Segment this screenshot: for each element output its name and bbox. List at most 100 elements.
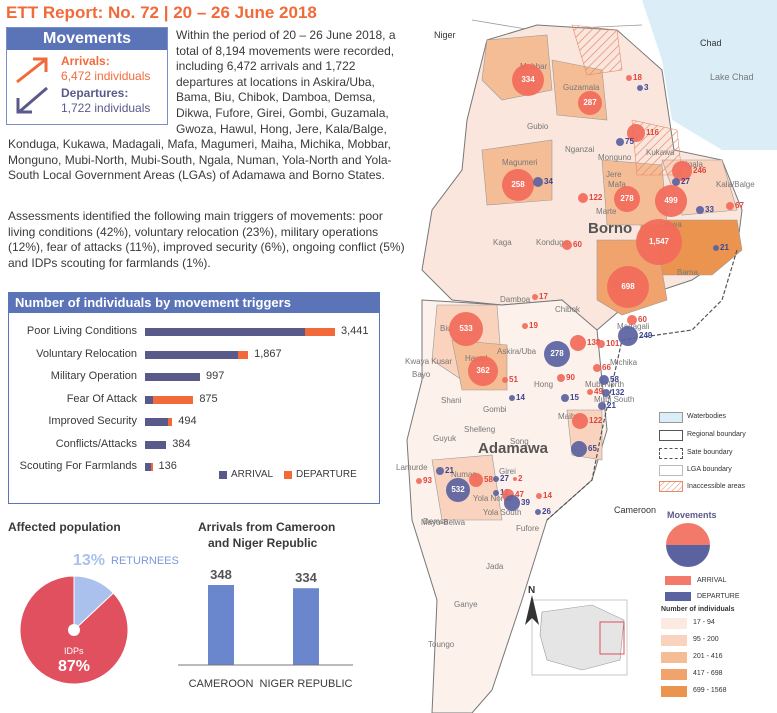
inset-nigeria-shape bbox=[539, 604, 625, 671]
legend-range-swatch bbox=[661, 635, 687, 646]
lga-label: Nganzai bbox=[565, 145, 595, 154]
flow-value: 26 bbox=[542, 507, 551, 516]
adamawa-label: Adamawa bbox=[478, 440, 549, 457]
departure-bubble bbox=[616, 138, 624, 146]
affected-population-pie bbox=[19, 575, 129, 685]
legend-arrival-label: ARRIVAL bbox=[231, 469, 274, 480]
departure-bubble bbox=[446, 478, 470, 502]
trigger-total: 875 bbox=[199, 392, 218, 405]
arrival-bubble bbox=[672, 161, 692, 181]
departures-label: Departures: bbox=[61, 86, 129, 100]
lga-label: Konduga bbox=[536, 238, 569, 247]
flow-value: 14 bbox=[516, 393, 525, 402]
flow-value: 2 bbox=[518, 474, 523, 483]
arrival-bubble bbox=[536, 493, 542, 499]
flow-value: 33 bbox=[705, 205, 714, 214]
trigger-bar-arrival bbox=[145, 440, 167, 449]
lake-chad-label: Lake Chad bbox=[710, 72, 754, 82]
ext-bar-value: 334 bbox=[295, 570, 317, 585]
flow-value: 21 bbox=[720, 243, 729, 252]
legend-regional-label: Regional boundary bbox=[687, 431, 746, 438]
flow-value: 122 bbox=[589, 416, 603, 425]
lga-label: Toungo bbox=[428, 640, 455, 649]
arrival-bubble bbox=[593, 364, 601, 372]
flow-value: 17 bbox=[539, 292, 548, 301]
returnees-label: RETURNEES bbox=[111, 555, 179, 567]
arrivals-ext-chart: 348 334 CAMEROON NIGER REPUBLIC bbox=[178, 567, 353, 690]
flow-value: 93 bbox=[423, 476, 432, 485]
flow-value: 51 bbox=[509, 375, 518, 384]
flow-value: 67 bbox=[735, 201, 744, 210]
triggers-chart-panel: Number of individuals by movement trigge… bbox=[8, 292, 380, 504]
legend-movements-circle bbox=[666, 523, 710, 567]
flow-value: 116 bbox=[646, 128, 659, 137]
flow-value: 249 bbox=[639, 331, 653, 340]
flow-value: 27 bbox=[681, 177, 690, 186]
movements-summary-box: Movements Arrivals: 6,472 individuals De… bbox=[6, 27, 168, 125]
lga-label: Shani bbox=[441, 396, 462, 405]
legend-number-title: Number of individuals bbox=[661, 606, 735, 613]
trigger-bar-departure bbox=[152, 395, 194, 404]
lga-label: Kala/Balge bbox=[716, 180, 755, 189]
departure-bubble bbox=[637, 85, 643, 91]
flow-value: 21 bbox=[607, 401, 616, 410]
flow-value: 27 bbox=[500, 474, 509, 483]
arrival-bubble bbox=[532, 294, 538, 300]
legend-lga-swatch bbox=[659, 465, 683, 476]
flow-value: 122 bbox=[589, 193, 603, 202]
cameroon-label: Cameroon bbox=[614, 505, 657, 515]
legend-departure-swatch bbox=[284, 471, 292, 479]
lga-label: Askira/Uba bbox=[497, 347, 537, 356]
arrival-bubble bbox=[468, 356, 498, 386]
arrival-bubble bbox=[416, 478, 422, 484]
chad-label: Chad bbox=[700, 38, 722, 48]
trigger-label: Improved Security bbox=[48, 415, 137, 427]
legend-departure-map-label: DEPARTURE bbox=[697, 593, 740, 600]
departure-bubble bbox=[571, 441, 587, 457]
lga-label: Numan bbox=[451, 470, 477, 479]
trigger-bar-departure bbox=[305, 328, 335, 336]
affected-population-title: Affected population bbox=[8, 520, 121, 534]
arrival-bubble bbox=[513, 477, 517, 481]
lga-label: Magumeri bbox=[502, 158, 538, 167]
arrival-bubble bbox=[570, 335, 586, 351]
legend-range-label: 17 - 94 bbox=[693, 619, 715, 626]
arrival-bubble bbox=[607, 266, 649, 308]
lga-label: Michika bbox=[610, 358, 638, 367]
arrival-bubble bbox=[578, 193, 588, 203]
pie-center-dot bbox=[68, 624, 80, 636]
intro-paragraph-1: Within the period of 20 – 26 June 2018, … bbox=[176, 28, 396, 136]
lga-label: Kukawa bbox=[646, 148, 675, 157]
lga-label: Gubio bbox=[527, 122, 549, 131]
trigger-total: 3,441 bbox=[341, 325, 369, 337]
lake-chad-water bbox=[642, 0, 777, 150]
departure-bubble bbox=[533, 177, 543, 187]
lga-label: Biu bbox=[440, 324, 452, 333]
arrival-bubble bbox=[562, 240, 572, 250]
intro-paragraph-1-continued: Konduga, Kukawa, Madagali, Mafa, Magumer… bbox=[8, 137, 392, 183]
departure-bubble bbox=[436, 467, 444, 475]
legend-state-label: Sate boundary bbox=[687, 449, 733, 456]
flow-value: 362 bbox=[476, 366, 490, 375]
flow-value: 132 bbox=[611, 388, 625, 397]
arrival-bubble bbox=[557, 374, 565, 382]
lga-label: Bama bbox=[677, 268, 698, 277]
niger-label: Niger bbox=[434, 30, 456, 40]
lga-label: Guyuk bbox=[433, 434, 457, 443]
departure-bubble bbox=[493, 476, 499, 482]
arrival-bubble bbox=[627, 124, 645, 142]
arrival-bubble bbox=[614, 186, 640, 212]
lga-label: Girei bbox=[499, 467, 516, 476]
lga-label: Lamurde bbox=[396, 463, 428, 472]
flow-value: 698 bbox=[621, 282, 635, 291]
departure-bubble bbox=[535, 509, 541, 515]
arrival-bubble bbox=[626, 75, 632, 81]
flow-value: 60 bbox=[638, 315, 647, 324]
flow-value: 90 bbox=[566, 373, 575, 382]
trigger-label: Scouting For Farmlands bbox=[19, 460, 137, 472]
legend-arrival-map-swatch bbox=[665, 576, 691, 585]
flow-value: 39 bbox=[521, 498, 530, 507]
legend-range-swatch bbox=[661, 669, 687, 680]
lga-label: Damboa bbox=[500, 295, 531, 304]
flow-value: 65 bbox=[588, 444, 597, 453]
